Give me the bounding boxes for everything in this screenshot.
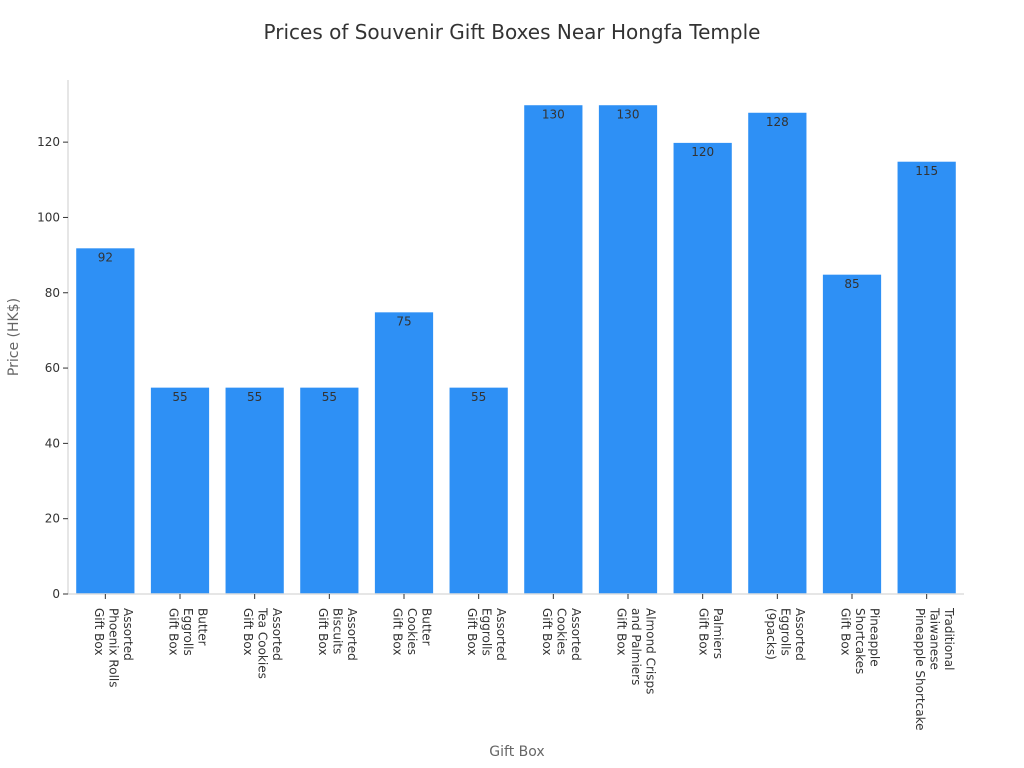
x-tick-label: Butter bbox=[196, 608, 210, 646]
x-tick-label: Gift Box bbox=[696, 608, 710, 655]
x-tick-label: Gift Box bbox=[465, 608, 479, 655]
y-tick-label: 80 bbox=[45, 286, 60, 300]
x-tick-label: Gift Box bbox=[92, 608, 106, 655]
x-tick-label: Eggrolls bbox=[181, 608, 195, 656]
bar bbox=[821, 273, 883, 595]
y-tick-label: 100 bbox=[37, 210, 60, 224]
x-tick-label: Taiwanese bbox=[928, 607, 942, 670]
x-tick-label: Assorted bbox=[569, 608, 583, 661]
x-tick-label: Assorted bbox=[345, 608, 359, 661]
bar bbox=[597, 103, 659, 595]
x-tick-label: Assorted bbox=[121, 608, 135, 661]
bar-value-label: 128 bbox=[766, 115, 789, 129]
bar-value-label: 130 bbox=[617, 107, 640, 121]
x-tick-label: Gift Box bbox=[241, 608, 255, 655]
bar bbox=[224, 386, 286, 595]
x-tick-label: Traditional bbox=[942, 607, 956, 670]
bar-value-label: 85 bbox=[844, 277, 859, 291]
bar bbox=[522, 103, 584, 595]
x-tick-label: Gift Box bbox=[540, 608, 554, 655]
bar bbox=[149, 386, 211, 595]
bar bbox=[448, 386, 510, 595]
bar-value-label: 55 bbox=[471, 390, 486, 404]
bar-value-label: 92 bbox=[98, 251, 113, 265]
x-tick-label: Butter bbox=[420, 608, 434, 646]
x-tick-label: and Palmiers bbox=[629, 608, 643, 685]
x-tick-label: Gift Box bbox=[167, 608, 181, 655]
x-tick-label: Gift Box bbox=[615, 608, 629, 655]
x-tick-label: Phoenix Rolls bbox=[106, 608, 120, 687]
x-tick-label: Almond Crisps bbox=[644, 608, 658, 694]
x-tick-label: Cookies bbox=[405, 608, 419, 655]
x-tick-label: Gift Box bbox=[391, 608, 405, 655]
y-tick-label: 120 bbox=[37, 135, 60, 149]
y-tick-label: 40 bbox=[45, 436, 60, 450]
x-tick-label: Palmiers bbox=[711, 608, 725, 659]
x-tick-label: Assorted bbox=[270, 608, 284, 661]
bars-layer: 92 55 55 55 75 55 130 130 120 128 85 115 bbox=[74, 103, 958, 595]
bar bbox=[74, 246, 136, 595]
x-tick-label: Cookies bbox=[554, 608, 568, 655]
y-tick-label: 0 bbox=[52, 587, 60, 601]
bar bbox=[298, 386, 360, 595]
y-axis-title: Price (HK$) bbox=[6, 298, 22, 376]
bar-value-label: 130 bbox=[542, 107, 565, 121]
bar-value-label: 55 bbox=[247, 390, 262, 404]
x-axis-title: Gift Box bbox=[489, 744, 544, 760]
bar bbox=[672, 141, 734, 595]
x-tick-label: (9packs) bbox=[764, 608, 778, 660]
x-tick-label: Tea Cookies bbox=[256, 607, 270, 679]
bar bbox=[373, 310, 435, 595]
y-tick-label: 20 bbox=[45, 512, 60, 526]
bar-value-label: 115 bbox=[915, 164, 938, 178]
x-tick-label: Pineapple bbox=[868, 608, 882, 667]
x-tick-label: Shortcakes bbox=[853, 608, 867, 674]
x-tick-label: Gift Box bbox=[316, 608, 330, 655]
bar-value-label: 75 bbox=[396, 315, 411, 329]
y-tick-label: 60 bbox=[45, 361, 60, 375]
x-tick-label: Biscuits bbox=[330, 608, 344, 654]
x-tick-label: Assorted bbox=[793, 608, 807, 661]
bar bbox=[746, 111, 808, 595]
bar-value-label: 55 bbox=[322, 390, 337, 404]
bar-value-label: 55 bbox=[172, 390, 187, 404]
x-tick-label: Assorted bbox=[494, 608, 508, 661]
x-tick-label: Gift Box bbox=[839, 608, 853, 655]
chart-title: Prices of Souvenir Gift Boxes Near Hongf… bbox=[263, 20, 761, 44]
x-tick-label: Eggrolls bbox=[778, 608, 792, 656]
x-tick-label: Eggrolls bbox=[480, 608, 494, 656]
x-tick-label: Pineapple Shortcake bbox=[913, 608, 927, 730]
bar-value-label: 120 bbox=[691, 145, 714, 159]
bar bbox=[896, 160, 958, 595]
